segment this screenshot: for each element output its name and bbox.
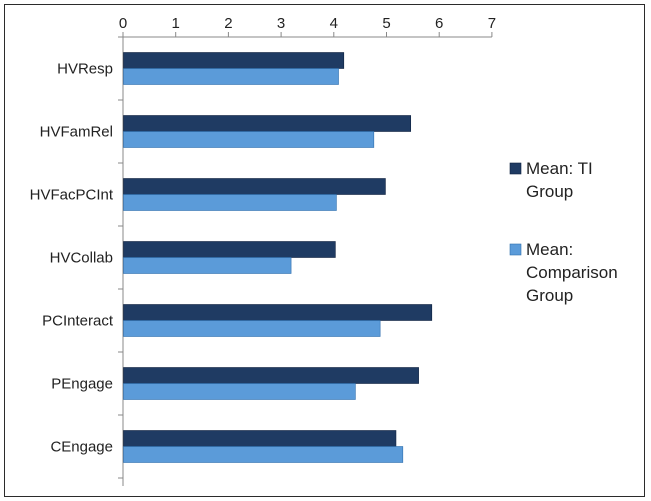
category-label: PEngage [51, 376, 113, 393]
axes [118, 32, 493, 486]
labels: 0 1 2 3 4 5 6 7 HVResp HVFamRel HVFacPCInt HVCollab… [30, 15, 496, 456]
bar-ti-group-pengage [123, 367, 419, 384]
category-label: CEngage [50, 439, 113, 456]
legend-label: Group [526, 182, 573, 201]
bar-comparison-group-hvresp [123, 68, 339, 85]
bar-comparison-group-pengage [123, 383, 356, 400]
x-tick-label: 7 [488, 15, 496, 32]
bars [123, 52, 433, 463]
bar-ti-group-hvresp [123, 52, 345, 69]
bar-ti-group-hvfamrel [123, 115, 412, 132]
bar-comparison-group-cengage [123, 446, 404, 463]
bar-ti-group-pcinteract [123, 304, 433, 321]
category-label: HVFamRel [40, 124, 113, 141]
bar-chart: 0 1 2 3 4 5 6 7 HVResp HVFamRel HVFacPCInt HVCollab… [30, 15, 618, 486]
chart-frame: 0 1 2 3 4 5 6 7 HVResp HVFamRel HVFacPCInt HVCollab… [4, 4, 645, 497]
legend-label: Mean: TI [526, 159, 593, 178]
x-tick-label: 1 [172, 15, 180, 32]
x-tick-label: 2 [224, 15, 232, 32]
bar-comparison-group-pcinteract [123, 320, 381, 337]
x-tick-label: 3 [277, 15, 285, 32]
category-label: HVFacPCInt [30, 187, 114, 204]
legend-swatch [509, 243, 522, 256]
category-label: PCInteract [42, 313, 114, 330]
legend: Mean: TI Group Mean: Comparison Group [509, 159, 618, 305]
x-tick-label: 6 [435, 15, 443, 32]
bar-comparison-group-hvcollab [123, 257, 292, 274]
legend-label: Comparison [526, 263, 618, 282]
x-tick-label: 0 [119, 15, 127, 32]
legend-swatch [509, 162, 522, 175]
category-label: HVResp [57, 61, 113, 78]
x-tick-label: 5 [382, 15, 390, 32]
bar-ti-group-hvfacpcint [123, 178, 386, 195]
bar-ti-group-hvcollab [123, 241, 336, 258]
bar-comparison-group-hvfacpcint [123, 194, 337, 211]
x-tick-label: 4 [330, 15, 338, 32]
category-label: HVCollab [50, 250, 113, 267]
legend-label: Group [526, 286, 573, 305]
bar-comparison-group-hvfamrel [123, 131, 375, 148]
legend-label: Mean: [526, 240, 573, 259]
bar-ti-group-cengage [123, 430, 397, 447]
